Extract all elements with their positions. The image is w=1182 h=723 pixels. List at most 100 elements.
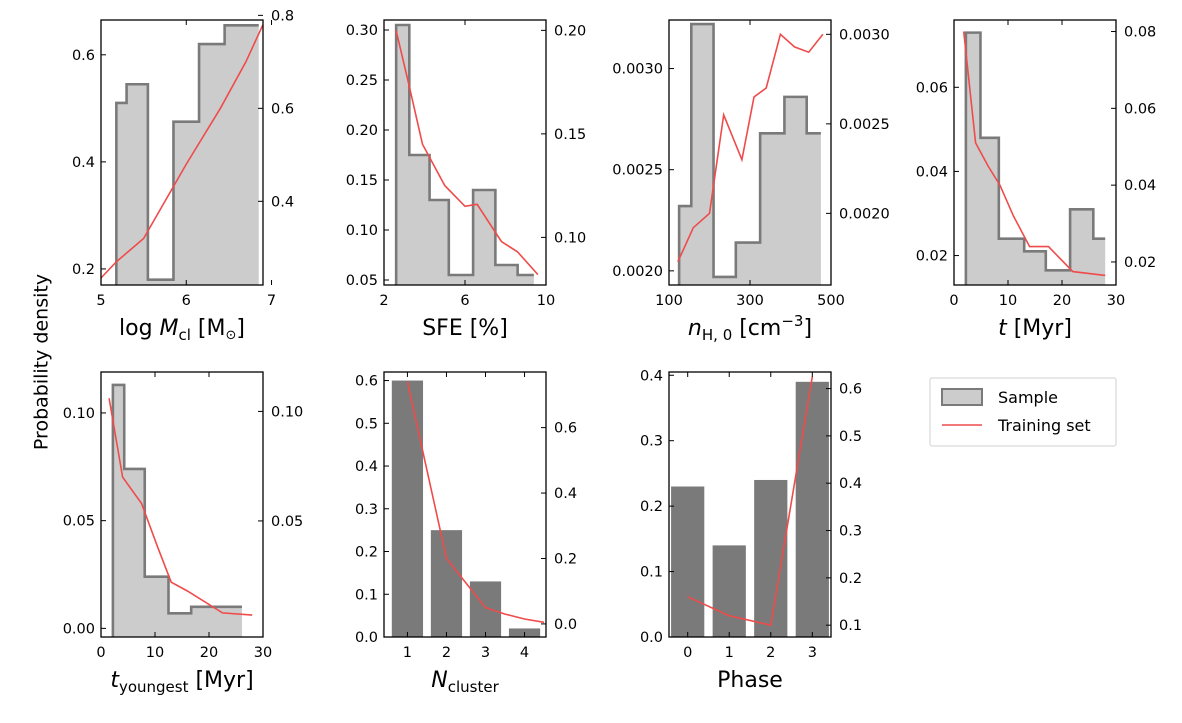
legend-training-label: Training set <box>997 416 1091 435</box>
sample-histogram-fill <box>396 25 534 285</box>
panel-mcl: 5 6 7 0.2 0.4 0.6 0.4 0.6 0.8 log Mcl [M⊙] <box>72 8 294 344</box>
x-tick-label: 300 <box>736 293 764 309</box>
x-axis-label-sub: H, 0 <box>702 326 732 344</box>
y-tick-label: 0.20 <box>346 123 378 139</box>
sample-histogram-fill <box>112 384 242 637</box>
x-tick-label: 30 <box>254 645 272 661</box>
plot-area-tyoung <box>108 383 253 637</box>
sample-bar <box>430 530 463 637</box>
y-tick-label: 0.0025 <box>612 163 663 179</box>
x-axis-label-sym: ⊙ <box>226 328 237 343</box>
panel-t: 0 10 20 30 0.02 0.04 0.06 0.02 0.04 0.06 0.08 t [My… <box>916 19 1156 341</box>
y-tick-label: 0.2 <box>640 499 663 515</box>
y-tick-label: 0.10 <box>63 406 95 422</box>
y-tick-label: 0.25 <box>346 73 378 89</box>
panel-tyoung: 0 10 20 30 0.00 0.05 0.10 0.05 0.10 tyoungest [My… <box>63 371 303 696</box>
x-tick-label: 3 <box>481 645 490 661</box>
panel-phase: 0 1 2 3 0.0 0.1 0.2 0.3 0.4 0.1 0.2 0.3 0.4 0.5 0.6 Pha… <box>640 368 862 693</box>
x-axis-label-italic: t <box>998 316 1008 341</box>
x-tick-label: 10 <box>537 293 555 309</box>
y2-tick-label: 0.04 <box>1124 178 1156 194</box>
y2-tick-label: 0.3 <box>839 524 862 540</box>
sample-histogram-step <box>394 23 534 285</box>
x-axis-label: log Mcl [M⊙] <box>119 316 245 344</box>
x-tick-label: 2 <box>766 645 775 661</box>
training-line <box>677 32 824 263</box>
x-tick-label: 0 <box>949 293 958 309</box>
x-axis-label-base: SFE [%] <box>422 316 508 341</box>
y2-tick-label: 0.4 <box>839 476 862 492</box>
x-tick-label: 20 <box>200 645 218 661</box>
y2-tick-label: 0.0020 <box>839 206 890 222</box>
plot-area-mcl <box>101 24 263 285</box>
y-tick-label: 0.5 <box>355 416 378 432</box>
x-tick-label: 1 <box>403 645 412 661</box>
y-tick-label: 0.6 <box>355 374 378 390</box>
y-tick-label: 0.3 <box>355 502 378 518</box>
panel-nh: 100 300 500 0.0020 0.0025 0.0030 0.0020 0.0025 0… <box>612 19 890 344</box>
x-tick-label: 500 <box>817 293 845 309</box>
x-tick-label: 0 <box>96 645 105 661</box>
x-tick-label: 20 <box>1053 293 1071 309</box>
y2-tick-label: 0.10 <box>554 230 586 246</box>
sample-bar <box>391 380 424 637</box>
y-tick-label: 0.2 <box>72 262 95 278</box>
y-tick-label: 0.0030 <box>612 62 663 78</box>
x-tick-label: 10 <box>999 293 1017 309</box>
x-axis-label-italic: M <box>160 316 179 341</box>
sample-histogram-step <box>115 24 259 285</box>
plot-area-t <box>962 31 1106 285</box>
panel-ncluster: 1 2 3 4 0.0 0.1 0.2 0.3 0.4 0.5 0.6 0.0 0.2 0.4 0.6 Ncl… <box>355 371 577 696</box>
y-tick-label: 0.06 <box>916 80 948 96</box>
y2-tick-label: 0.8 <box>271 8 294 24</box>
y2-tick-label: 0.0 <box>554 617 577 633</box>
legend-sample-swatch <box>941 388 983 406</box>
y-tick-label: 0.1 <box>355 587 378 603</box>
y2-tick-label: 0.05 <box>271 514 303 530</box>
y2-tick-label: 0.6 <box>271 101 294 117</box>
y-tick-label: 0.04 <box>916 164 948 180</box>
y2-tick-label: 0.0030 <box>839 27 890 43</box>
training-line <box>108 398 253 616</box>
y-tick-label: 0.10 <box>346 223 378 239</box>
x-axis-label: Phase <box>717 668 783 693</box>
y-tick-label: 0.2 <box>355 545 378 561</box>
sample-bar <box>469 581 502 637</box>
y-tick-label: 0.6 <box>72 48 95 64</box>
x-tick-label: 7 <box>267 293 276 309</box>
y2-tick-label: 0.15 <box>554 127 586 143</box>
x-axis-label-base: Phase <box>717 668 783 693</box>
axes-frame <box>668 371 832 638</box>
x-axis-label: tyoungest [Myr] <box>110 668 253 696</box>
x-tick-label: 30 <box>1107 293 1125 309</box>
panel-sfe: 2 6 10 0.05 0.10 0.15 0.20 0.25 0.30 0.10 0.15 0.20… <box>346 19 586 341</box>
sample-bar <box>712 545 746 637</box>
x-tick-label: 1 <box>725 645 734 661</box>
sample-histogram-step <box>111 383 242 637</box>
y-tick-label: 0.05 <box>63 514 95 530</box>
training-line <box>962 31 1106 277</box>
y-tick-label: 0.0 <box>355 630 378 646</box>
y2-tick-label: 0.08 <box>1124 25 1156 41</box>
y2-tick-label: 0.06 <box>1124 101 1156 117</box>
plot-area-nh <box>677 22 824 285</box>
x-tick-label: 2 <box>379 293 388 309</box>
x-axis-label-sub: youngest <box>119 678 189 696</box>
y2-tick-label: 0.1 <box>839 618 862 634</box>
y2-tick-label: 0.5 <box>839 429 862 445</box>
axes-frame <box>953 19 1117 286</box>
x-axis-label-italic: n <box>688 316 702 341</box>
y-tick-label: 0.4 <box>640 368 663 384</box>
x-axis-label-after: [cm <box>732 316 781 341</box>
y-tick-label: 0.30 <box>346 23 378 39</box>
y2-tick-label: 0.2 <box>554 551 577 567</box>
sample-histogram-step <box>964 31 1106 285</box>
y-tick-label: 0.4 <box>72 155 95 171</box>
x-tick-label: 6 <box>460 293 469 309</box>
y2-tick-label: 0.4 <box>271 194 294 210</box>
y2-tick-label: 0.6 <box>554 421 577 437</box>
x-tick-label: 0 <box>683 645 692 661</box>
legend-sample-label: Sample <box>998 388 1058 407</box>
